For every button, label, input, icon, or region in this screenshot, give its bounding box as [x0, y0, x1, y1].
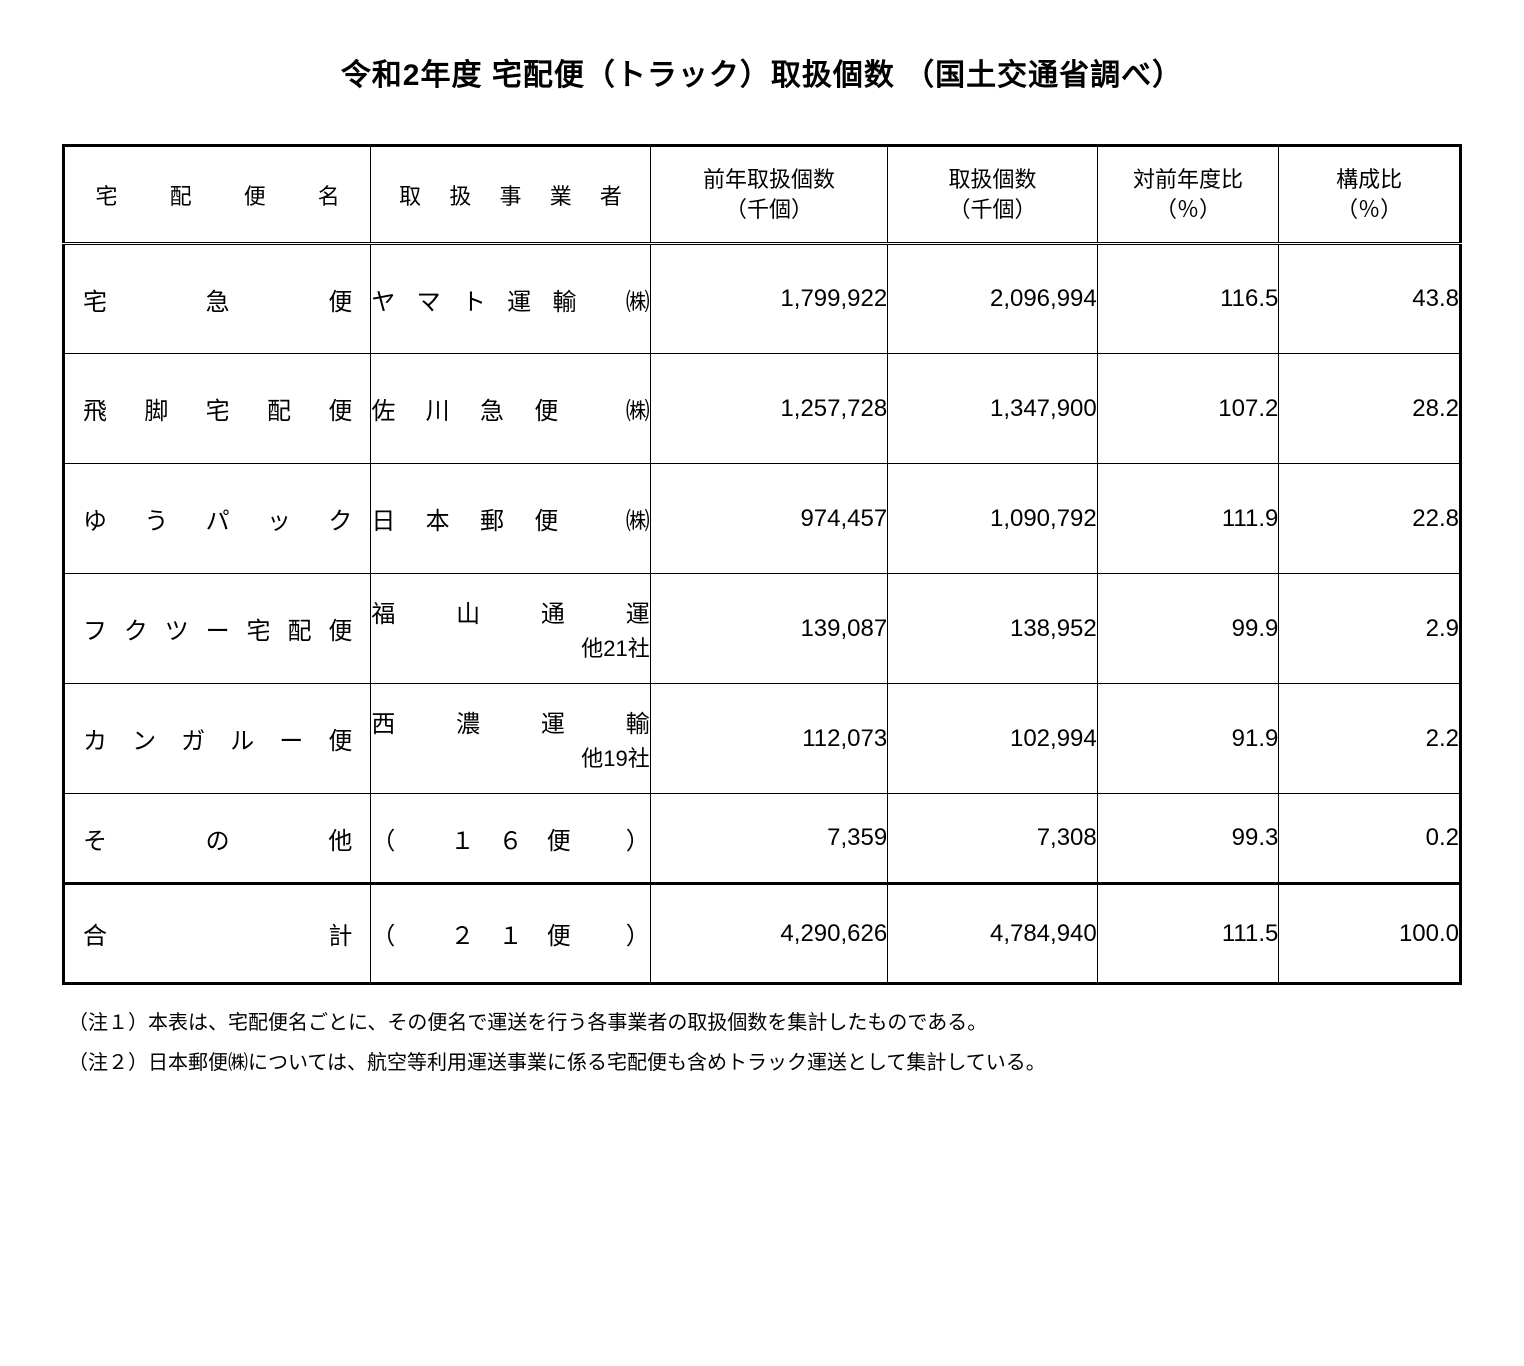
- cell-operator-main: 佐川急便 ㈱: [371, 391, 649, 426]
- cell-share: 22.8: [1279, 464, 1461, 574]
- cell-operator: 日本郵便 ㈱: [371, 464, 650, 574]
- cell-operator: 佐川急便 ㈱: [371, 354, 650, 464]
- cell-operator-main: （ １６便 ）: [371, 821, 649, 856]
- cell-curr: 2,096,994: [888, 244, 1098, 354]
- cell-share: 43.8: [1279, 244, 1461, 354]
- cell-curr: 138,952: [888, 574, 1098, 684]
- cell-service-text: ゆうパック: [65, 501, 370, 536]
- cell-operator-main: ヤマト運輸 ㈱: [371, 282, 649, 317]
- cell-prev: 112,073: [650, 684, 887, 794]
- table-total-row: 合計 （ ２１便 ） 4,290,626 4,784,940 111.5 100…: [64, 884, 1461, 984]
- cell-service: 宅急便: [64, 244, 371, 354]
- cell-service: カンガルー便: [64, 684, 371, 794]
- cell-service-text: 宅急便: [65, 282, 370, 317]
- cell-service-text: フクツー宅配便: [65, 611, 370, 646]
- cell-service: ゆうパック: [64, 464, 371, 574]
- table-body: 宅急便 ヤマト運輸 ㈱ 1,799,922 2,096,994 116.5 43…: [64, 244, 1461, 984]
- cell-operator-main: 福山通運: [371, 594, 649, 629]
- cell-yoy-total: 111.5: [1097, 884, 1279, 984]
- cell-prev: 139,087: [650, 574, 887, 684]
- cell-prev: 1,257,728: [650, 354, 887, 464]
- cell-operator-sub: 他21社: [371, 631, 649, 663]
- col-header-prev: 前年取扱個数 （千個）: [650, 146, 887, 244]
- col-header-share-line2: （％）: [1336, 197, 1402, 222]
- cell-service: 飛脚宅配便: [64, 354, 371, 464]
- col-header-prev-line1: 前年取扱個数: [703, 167, 835, 192]
- cell-share: 28.2: [1279, 354, 1461, 464]
- cell-operator-total-text: （ ２１便 ）: [371, 916, 649, 951]
- col-header-curr: 取扱個数 （千個）: [888, 146, 1098, 244]
- cell-operator: ヤマト運輸 ㈱: [371, 244, 650, 354]
- col-header-service: 宅配便名: [64, 146, 371, 244]
- cell-curr: 102,994: [888, 684, 1098, 794]
- cell-service-text: その他: [65, 821, 370, 856]
- col-header-share-line1: 構成比: [1336, 167, 1402, 192]
- cell-prev: 7,359: [650, 794, 887, 884]
- col-header-service-label: 宅配便名: [96, 179, 340, 211]
- cell-operator: 西濃運輸 他19社: [371, 684, 650, 794]
- cell-service-total: 合計: [64, 884, 371, 984]
- col-header-yoy-line1: 対前年度比: [1133, 167, 1243, 192]
- table-row: フクツー宅配便 福山通運 他21社 139,087 138,952 99.9 2…: [64, 574, 1461, 684]
- table-row: 宅急便 ヤマト運輸 ㈱ 1,799,922 2,096,994 116.5 43…: [64, 244, 1461, 354]
- cell-prev-total: 4,290,626: [650, 884, 887, 984]
- cell-curr-total: 4,784,940: [888, 884, 1098, 984]
- cell-service: その他: [64, 794, 371, 884]
- cell-operator-sub: 他19社: [371, 741, 649, 773]
- cell-service-text: カンガルー便: [65, 721, 370, 756]
- col-header-yoy: 対前年度比 （％）: [1097, 146, 1279, 244]
- cell-operator-main: 西濃運輸: [371, 704, 649, 739]
- cell-prev: 1,799,922: [650, 244, 887, 354]
- table-row: その他 （ １６便 ） 7,359 7,308 99.3 0.2: [64, 794, 1461, 884]
- col-header-operator-label: 取扱事業者: [399, 179, 622, 211]
- cell-share: 0.2: [1279, 794, 1461, 884]
- table-row: 飛脚宅配便 佐川急便 ㈱ 1,257,728 1,347,900 107.2 2…: [64, 354, 1461, 464]
- cell-curr: 1,090,792: [888, 464, 1098, 574]
- col-header-yoy-line2: （％）: [1155, 197, 1221, 222]
- cell-service-text: 飛脚宅配便: [65, 391, 370, 426]
- cell-share: 2.9: [1279, 574, 1461, 684]
- table-row: カンガルー便 西濃運輸 他19社 112,073 102,994 91.9 2.…: [64, 684, 1461, 794]
- cell-yoy: 99.3: [1097, 794, 1279, 884]
- cell-curr: 1,347,900: [888, 354, 1098, 464]
- footnote-2: （注２）日本郵便㈱については、航空等利用運送事業に係る宅配便も含めトラック運送と…: [68, 1043, 1462, 1083]
- col-header-curr-line1: 取扱個数: [948, 167, 1036, 192]
- table-header-row: 宅配便名 取扱事業者 前年取扱個数 （千個） 取扱個数 （千個） 対前年度比 （…: [64, 146, 1461, 244]
- col-header-curr-line2: （千個）: [948, 197, 1036, 222]
- cell-yoy: 116.5: [1097, 244, 1279, 354]
- document-page: 令和2年度 宅配便（トラック）取扱個数 （国土交通省調べ） 宅配便名 取扱事業者…: [62, 50, 1462, 1083]
- parcel-volume-table: 宅配便名 取扱事業者 前年取扱個数 （千個） 取扱個数 （千個） 対前年度比 （…: [62, 144, 1462, 985]
- cell-service: フクツー宅配便: [64, 574, 371, 684]
- footnote-1: （注１）本表は、宅配便名ごとに、その便名で運送を行う各事業者の取扱個数を集計した…: [68, 1003, 1462, 1043]
- cell-yoy: 107.2: [1097, 354, 1279, 464]
- cell-yoy: 99.9: [1097, 574, 1279, 684]
- page-title: 令和2年度 宅配便（トラック）取扱個数 （国土交通省調べ）: [62, 50, 1462, 94]
- cell-service-total-text: 合計: [65, 916, 370, 951]
- cell-share: 2.2: [1279, 684, 1461, 794]
- col-header-operator: 取扱事業者: [371, 146, 650, 244]
- cell-yoy: 111.9: [1097, 464, 1279, 574]
- footnotes: （注１）本表は、宅配便名ごとに、その便名で運送を行う各事業者の取扱個数を集計した…: [62, 1003, 1462, 1083]
- cell-operator-total: （ ２１便 ）: [371, 884, 650, 984]
- cell-share-total: 100.0: [1279, 884, 1461, 984]
- cell-operator-main: 日本郵便 ㈱: [371, 501, 649, 536]
- cell-operator: 福山通運 他21社: [371, 574, 650, 684]
- table-row: ゆうパック 日本郵便 ㈱ 974,457 1,090,792 111.9 22.…: [64, 464, 1461, 574]
- cell-yoy: 91.9: [1097, 684, 1279, 794]
- col-header-prev-line2: （千個）: [725, 197, 813, 222]
- col-header-share: 構成比 （％）: [1279, 146, 1461, 244]
- cell-operator: （ １６便 ）: [371, 794, 650, 884]
- cell-prev: 974,457: [650, 464, 887, 574]
- cell-curr: 7,308: [888, 794, 1098, 884]
